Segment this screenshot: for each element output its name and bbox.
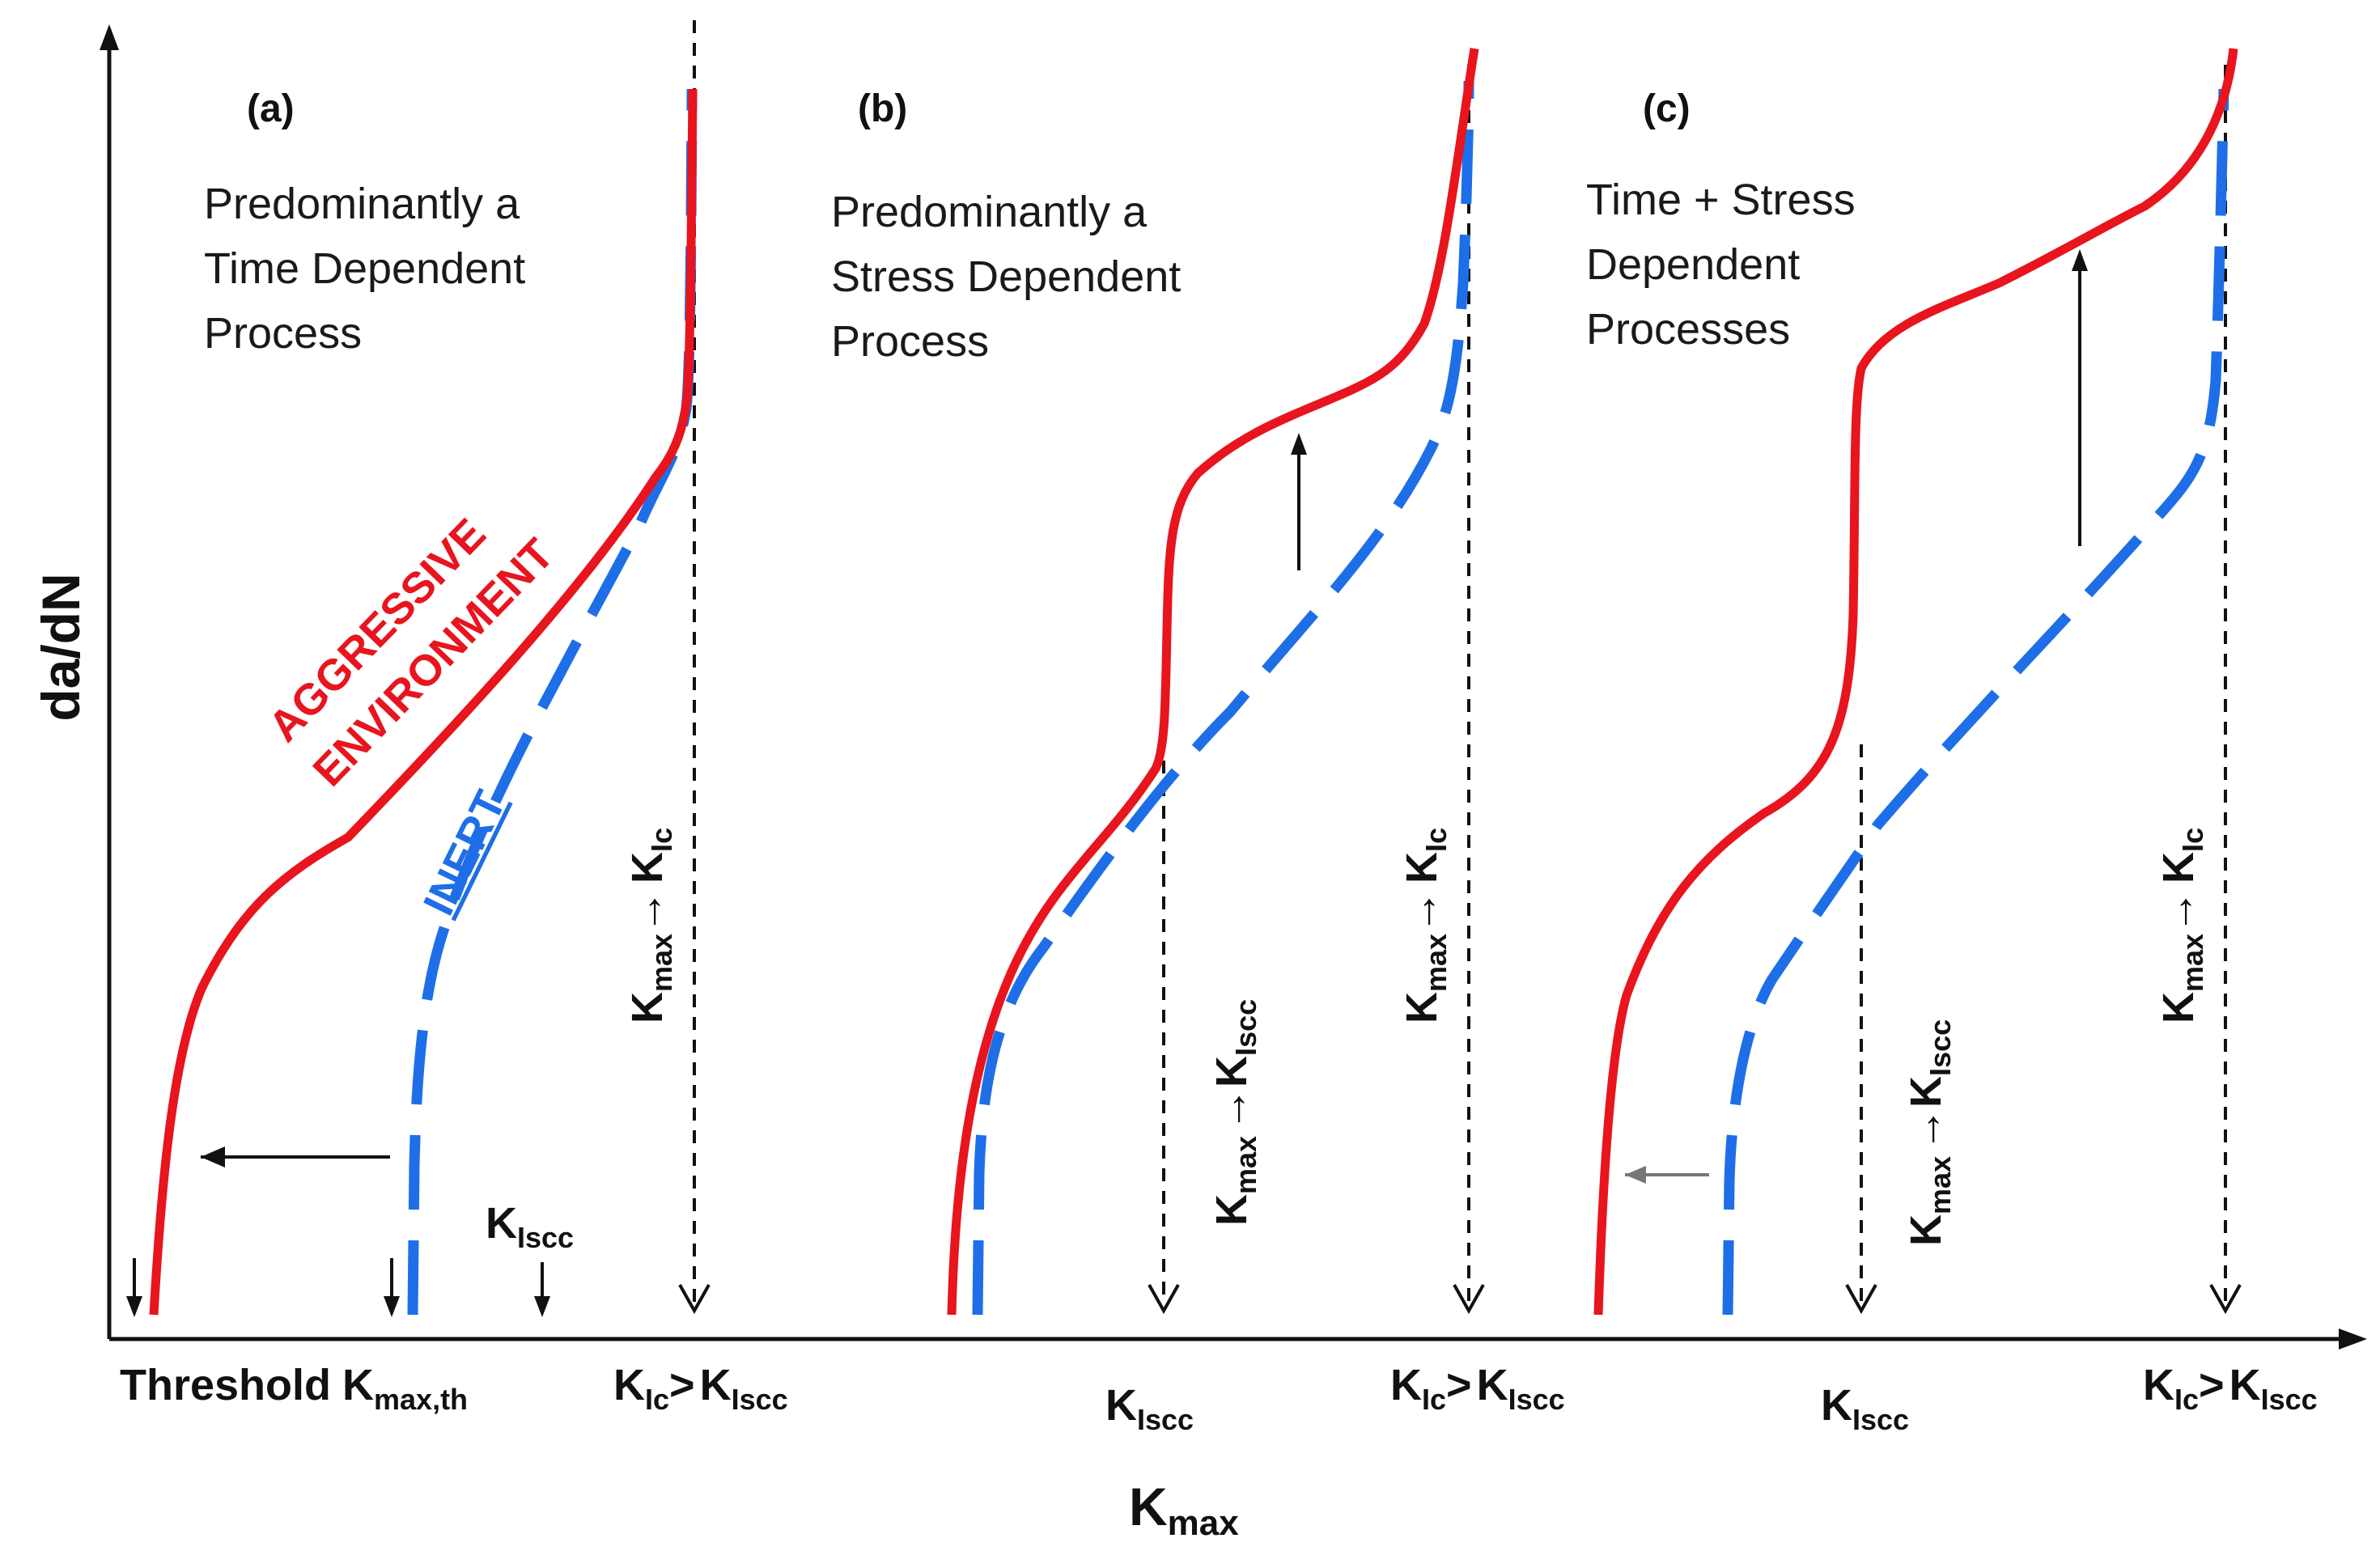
panel-b-letter: (b) <box>858 87 907 130</box>
panel-a-kiscc-label: KIscc <box>486 1199 574 1254</box>
panel-b-aggressive-curve <box>947 48 1479 1316</box>
panel-c-kic-arrowhead <box>2209 1284 2242 1315</box>
panel-c-kmax-to-kiscc: Kmax→KIscc <box>1902 1019 1957 1246</box>
panel-a-down-arrowhead-3 <box>534 1296 550 1317</box>
panel-b-kiscc-label: KIscc <box>1105 1381 1194 1436</box>
panel-c-desc-1: Time + Stress <box>1586 176 1856 224</box>
panel-a-down-arrowhead-2 <box>384 1296 400 1317</box>
panel-c-kic-gt-kiscc: KIc> KIscc <box>2143 1361 2318 1416</box>
x-axis-title: Kmax <box>1129 1477 1239 1543</box>
panel-a-aggressive-curve <box>149 88 698 1316</box>
panel-b-inert-curve <box>972 80 1474 1316</box>
panel-b-desc-1: Predominantly a <box>831 188 1148 236</box>
panel-c-kmax-to-kic: Kmax→KIc <box>2154 828 2209 1023</box>
panel-a-desc-3: Process <box>204 309 362 358</box>
panel-a-letter: (a) <box>247 87 295 130</box>
panel-b-desc-2: Stress Dependent <box>831 252 1181 301</box>
panel-c-desc-2: Dependent <box>1586 240 1800 289</box>
panel-b-kmax-to-kiscc: Kmax→KIscc <box>1207 999 1262 1226</box>
panel-c-kiscc-arrowhead <box>1845 1284 1877 1315</box>
panel-a-inert-curve <box>407 88 698 1316</box>
panel-a-desc-1: Predominantly a <box>204 180 520 228</box>
panel-c-kiscc-label: KIscc <box>1821 1381 1909 1436</box>
panel-a-down-arrowhead-1 <box>126 1296 142 1317</box>
panel-c-letter: (c) <box>1643 87 1691 130</box>
panel-b-kmax-to-kic: Kmax→KIc <box>1398 828 1453 1023</box>
x-axis-arrowhead <box>2339 1329 2367 1350</box>
panel-b-kiscc-arrowhead <box>1148 1284 1180 1315</box>
panel-a-desc-2: Time Dependent <box>204 244 525 293</box>
panel-b-desc-3: Process <box>831 317 989 366</box>
panel-a-kmax-to-kic: Kmax→KIc <box>623 828 678 1023</box>
panel-b-kic-gt-kiscc: KIc> KIscc <box>1390 1361 1565 1416</box>
panel-c-shift-arrowhead <box>1625 1166 1646 1184</box>
panel-c-inert-curve <box>1722 88 2229 1316</box>
panel-c-up-arrowhead <box>2072 249 2088 271</box>
threshold-label: Threshold Kmax,th <box>120 1361 468 1416</box>
panel-b-up-arrowhead <box>1291 433 1307 455</box>
panel-a-kic-arrowhead <box>678 1284 711 1315</box>
y-axis-arrowhead <box>100 24 119 50</box>
y-axis-title: da/dN <box>31 573 91 721</box>
inert-label: INERT <box>414 783 515 922</box>
panel-b-kic-arrowhead <box>1453 1284 1485 1315</box>
panel-a-shift-arrowhead <box>201 1146 225 1167</box>
panel-c-aggressive-curve <box>1593 48 2238 1316</box>
panel-c-desc-3: Processes <box>1586 305 1790 354</box>
panel-a-kic-gt-kiscc: KIc> KIscc <box>613 1361 788 1416</box>
